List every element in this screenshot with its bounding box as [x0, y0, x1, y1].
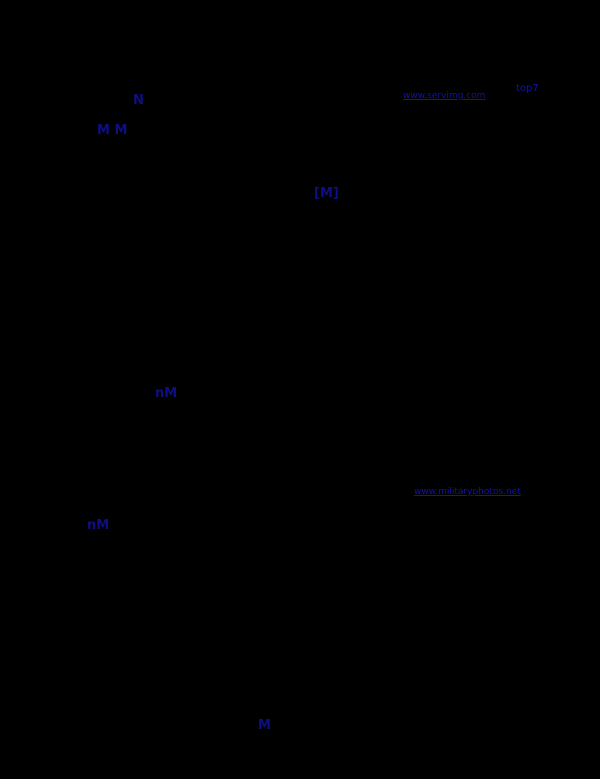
external-link[interactable]: www.militaryphotos.net: [414, 487, 521, 497]
text-marker-2: M M: [97, 123, 128, 138]
text-marker-5: nM: [87, 518, 110, 533]
text-marker-3: [M]: [314, 186, 339, 201]
text-marker-4: nM: [155, 386, 178, 401]
text-marker-6: M: [258, 718, 271, 733]
image-host-link[interactable]: www.servimg.com: [403, 91, 486, 101]
top-anchor-link[interactable]: top7: [516, 83, 539, 94]
text-marker-1: N: [133, 93, 144, 108]
